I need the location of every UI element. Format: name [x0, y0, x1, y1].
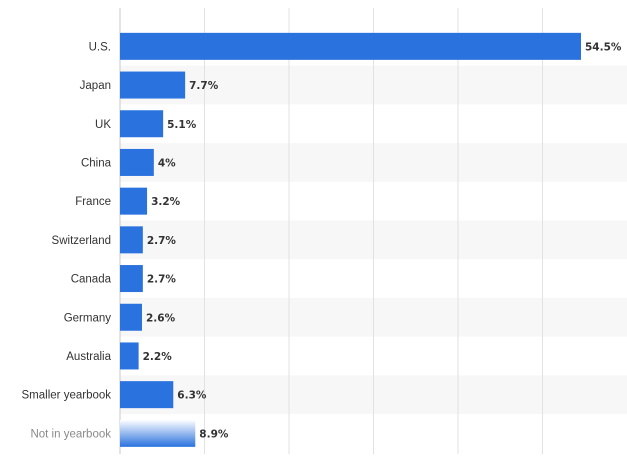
category-label-u-s: U.S. — [89, 41, 111, 53]
bar-u-s[interactable] — [120, 32, 581, 60]
value-label-u-s: 54.5% — [585, 41, 622, 53]
category-label-switzerland: Switzerland — [52, 235, 111, 247]
bar-germany[interactable] — [120, 303, 142, 331]
value-label-canada: 2.7% — [147, 274, 177, 286]
bar-smaller-yearbook[interactable] — [120, 381, 174, 409]
value-label-not-in-yearbook: 8.9% — [199, 428, 229, 440]
bar-uk[interactable] — [120, 110, 164, 138]
value-label-uk: 5.1% — [167, 119, 197, 131]
category-label-smaller-yearbook: Smaller yearbook — [22, 390, 112, 402]
value-label-china: 4% — [158, 157, 176, 169]
value-label-france: 3.2% — [151, 196, 181, 208]
bars — [120, 32, 581, 447]
value-labels: 54.5% 7.7% 5.1% 4% 3.2% 2.7% 2.7% 2.6% 2.2% 6.3% 8… — [143, 41, 622, 440]
bar-not-in-yearbook[interactable] — [120, 419, 196, 447]
bar-australia[interactable] — [120, 342, 139, 370]
category-label-china: China — [81, 157, 112, 169]
value-label-switzerland: 2.7% — [147, 235, 177, 247]
bar-switzerland[interactable] — [120, 226, 143, 254]
category-label-france: France — [75, 196, 111, 208]
value-label-smaller-yearbook: 6.3% — [177, 390, 207, 402]
category-label-australia: Australia — [66, 351, 111, 363]
bar-china[interactable] — [120, 148, 154, 176]
bar-france[interactable] — [120, 187, 148, 215]
bar-canada[interactable] — [120, 265, 143, 293]
category-label-japan: Japan — [80, 80, 111, 92]
bar-japan[interactable] — [120, 71, 186, 99]
category-label-germany: Germany — [64, 312, 112, 324]
value-label-australia: 2.2% — [143, 351, 173, 363]
value-label-germany: 2.6% — [146, 312, 176, 324]
category-label-canada: Canada — [71, 274, 112, 286]
category-label-not-in-yearbook: Not in yearbook — [30, 428, 111, 440]
category-label-uk: UK — [95, 119, 111, 131]
value-label-japan: 7.7% — [189, 80, 219, 92]
category-labels: U.S. Japan UK China France Switzerland Canada G… — [22, 41, 112, 440]
